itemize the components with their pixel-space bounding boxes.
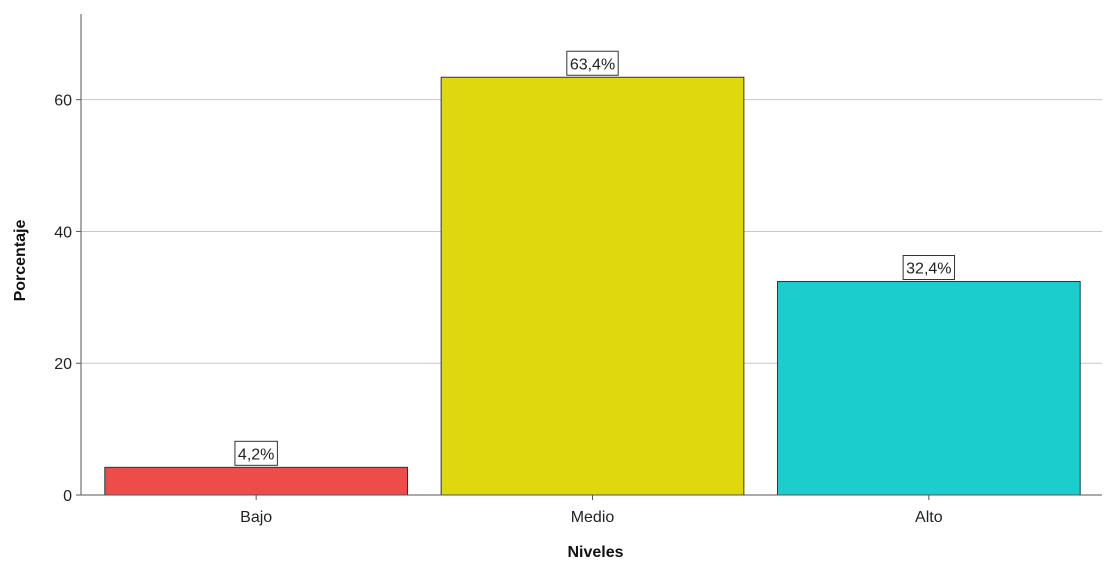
data-label-box — [234, 440, 278, 466]
x-tick-label: Medio — [571, 509, 615, 526]
x-axis-ticks: Bajo Medio Alto — [240, 495, 943, 526]
data-label: 4,2% — [234, 440, 278, 466]
x-axis-title: Niveles — [567, 544, 623, 561]
data-label: 63,4% — [566, 50, 619, 76]
y-axis-title: Porcentaje — [12, 219, 29, 301]
data-label-box — [566, 50, 619, 76]
data-label: 32,4% — [902, 255, 956, 281]
data-label-text: 4,2% — [238, 446, 274, 463]
bar-alto — [776, 281, 1081, 496]
bar-medio — [440, 76, 745, 496]
bar-bajo — [104, 466, 409, 496]
data-label-text: 32,4% — [906, 261, 951, 278]
y-tick-label: 60 — [54, 93, 72, 110]
data-label-box — [902, 255, 956, 281]
y-tick-label: 0 — [63, 488, 72, 505]
y-tick-label: 40 — [54, 224, 72, 241]
y-axis-ticks: 0 20 40 60 — [54, 93, 81, 505]
x-tick-label: Alto — [915, 509, 943, 526]
bars — [104, 76, 1081, 496]
x-tick-label: Bajo — [240, 509, 272, 526]
data-labels: 4,2% 63,4% 32,4% — [234, 50, 956, 466]
y-tick-label: 20 — [54, 356, 72, 373]
data-label-text: 63,4% — [570, 56, 615, 73]
